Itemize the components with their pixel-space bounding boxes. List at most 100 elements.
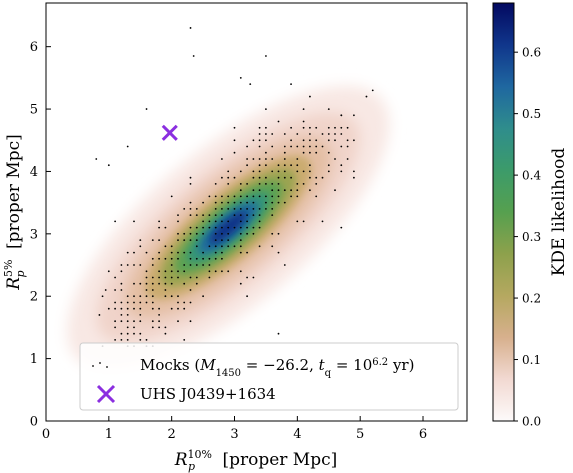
mock-point <box>302 139 305 142</box>
mock-point <box>302 151 305 154</box>
mock-point <box>126 314 129 316</box>
mock-point <box>120 282 123 285</box>
mock-point <box>208 264 211 266</box>
plot-frame <box>45 2 468 422</box>
y-tick-label: 0 <box>30 415 38 430</box>
mock-point <box>283 158 286 160</box>
mock-point <box>252 170 255 173</box>
mock-point <box>126 339 129 341</box>
colorbar-tick-label: 0.6 <box>522 46 541 60</box>
mock-point <box>283 164 286 167</box>
mock-point <box>126 251 129 254</box>
mock-point <box>120 270 123 273</box>
mock-point <box>271 245 274 248</box>
mock-point <box>277 170 280 173</box>
mock-point <box>120 320 123 323</box>
mock-point <box>271 189 274 192</box>
mock-point <box>283 189 286 192</box>
mock-point <box>221 195 223 198</box>
mock-point <box>170 270 173 273</box>
mock-point <box>133 220 135 223</box>
mock-point <box>315 145 318 148</box>
mock-point <box>189 320 192 323</box>
y-axis-label-sup: 5% <box>2 259 15 276</box>
mock-point <box>302 145 305 148</box>
mock-point <box>327 126 330 129</box>
mock-point <box>246 145 249 148</box>
mock-point <box>214 270 217 273</box>
mock-point <box>246 226 249 229</box>
mock-point <box>164 282 167 285</box>
mock-point <box>177 214 179 217</box>
mock-point <box>133 251 135 254</box>
mock-point <box>239 239 242 242</box>
mock-point <box>315 176 318 179</box>
mock-points <box>95 27 374 347</box>
mock-point <box>139 339 142 341</box>
mock-point <box>239 201 242 204</box>
mock-point <box>189 214 192 217</box>
colorbar-tick-label: 0.2 <box>522 292 541 306</box>
mock-point <box>133 320 135 323</box>
mock-point <box>239 195 242 198</box>
mock-point <box>170 264 173 266</box>
mock-point <box>265 158 267 160</box>
mock-point <box>189 251 192 254</box>
mock-point <box>334 139 336 142</box>
mock-point <box>327 164 330 167</box>
mock-point <box>120 307 123 310</box>
mock-point <box>158 270 161 273</box>
mock-point <box>114 320 116 323</box>
mock-point <box>340 145 343 148</box>
mock-point <box>340 126 343 129</box>
mock-point <box>249 83 252 86</box>
colorbar-tick-label: 0.5 <box>522 107 541 121</box>
mock-point <box>265 126 267 129</box>
mock-point <box>126 307 129 310</box>
y-tick-label: 1 <box>30 352 38 367</box>
mock-point <box>327 139 330 142</box>
mock-point <box>252 176 255 179</box>
mock-point <box>195 276 198 279</box>
mock-point <box>239 76 242 79</box>
mock-point <box>214 245 217 248</box>
mock-point <box>290 189 292 192</box>
mock-point <box>145 282 148 285</box>
mock-point <box>227 220 230 223</box>
mock-point <box>221 270 223 273</box>
mock-point <box>277 120 280 123</box>
mock-point <box>107 307 110 310</box>
mock-point <box>246 183 249 185</box>
mock-point <box>221 201 223 204</box>
mock-point <box>164 289 167 291</box>
mock-point <box>227 245 230 248</box>
x-axis-ticks: 0 1 2 3 4 5 6 <box>42 416 427 442</box>
mock-point <box>309 133 311 135</box>
mock-point <box>327 151 330 154</box>
mock-point <box>233 208 236 210</box>
mock-point <box>120 301 123 304</box>
mock-point <box>114 276 116 279</box>
x-axis-label-base: R <box>174 450 188 470</box>
mock-point <box>271 133 274 135</box>
mock-point <box>192 55 195 57</box>
mock-point <box>164 226 167 229</box>
mock-point <box>177 239 179 242</box>
mock-point <box>214 201 217 204</box>
mock-point <box>221 257 223 260</box>
mock-point <box>233 151 236 154</box>
mock-point <box>133 301 135 304</box>
mock-point <box>158 326 161 329</box>
mock-point <box>214 214 217 217</box>
mock-point <box>139 264 142 266</box>
mock-point <box>309 139 311 142</box>
mock-point <box>296 133 299 135</box>
colorbar-gradient <box>492 2 515 422</box>
mock-point <box>258 145 261 148</box>
mock-point <box>277 332 280 335</box>
mock-point <box>139 282 142 285</box>
mock-point <box>151 257 154 260</box>
mock-point <box>133 332 135 335</box>
mock-point <box>258 195 261 198</box>
mock-point <box>145 295 148 298</box>
